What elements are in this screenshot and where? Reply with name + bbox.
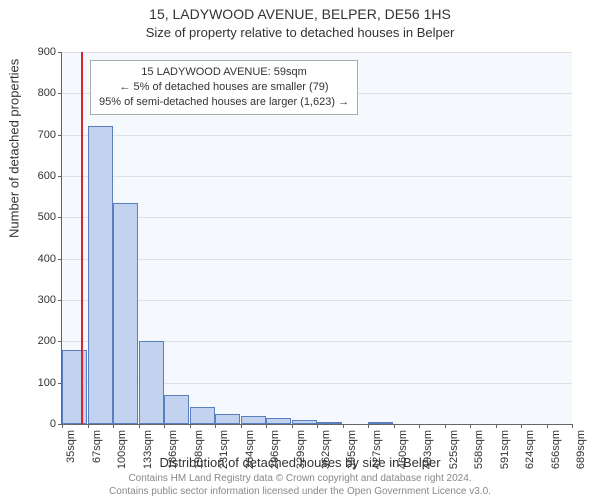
histogram-bar (241, 416, 266, 424)
x-tick-mark (547, 424, 548, 428)
gridline (62, 135, 572, 136)
y-tick-label: 200 (38, 335, 56, 347)
x-tick-mark (445, 424, 446, 428)
x-tick-mark (190, 424, 191, 428)
histogram-bar (62, 350, 87, 424)
footer-line-1: Contains HM Land Registry data © Crown c… (0, 473, 600, 486)
x-tick-mark (572, 424, 573, 428)
y-tick-label: 900 (38, 46, 56, 58)
x-tick-mark (215, 424, 216, 428)
y-tick-label: 500 (38, 211, 56, 223)
x-tick-mark (139, 424, 140, 428)
y-tick-label: 700 (38, 129, 56, 141)
y-tick-label: 300 (38, 294, 56, 306)
x-axis-label: Distribution of detached houses by size … (0, 455, 600, 470)
gridline (62, 259, 572, 260)
x-tick-mark (62, 424, 63, 428)
x-tick-mark (241, 424, 242, 428)
x-tick-mark (317, 424, 318, 428)
histogram-bar (113, 203, 138, 424)
x-tick-mark (394, 424, 395, 428)
y-tick-label: 800 (38, 87, 56, 99)
chart-subtitle: Size of property relative to detached ho… (0, 25, 600, 40)
x-tick-mark (292, 424, 293, 428)
y-tick-mark (58, 52, 62, 53)
x-tick-mark (419, 424, 420, 428)
y-tick-label: 600 (38, 170, 56, 182)
y-tick-mark (58, 300, 62, 301)
gridline (62, 52, 572, 53)
x-tick-mark (113, 424, 114, 428)
y-tick-mark (58, 176, 62, 177)
annotation-box: 15 LADYWOOD AVENUE: 59sqm← 5% of detache… (90, 60, 358, 115)
y-tick-label: 400 (38, 253, 56, 265)
x-tick-mark (368, 424, 369, 428)
histogram-bar (190, 407, 215, 424)
annotation-line: ← 5% of detached houses are smaller (79) (99, 80, 349, 95)
y-tick-mark (58, 341, 62, 342)
x-tick-mark (343, 424, 344, 428)
histogram-bar (215, 414, 240, 424)
histogram-bar (88, 126, 113, 424)
y-tick-mark (58, 383, 62, 384)
gridline (62, 217, 572, 218)
plot-area-wrap: 15 LADYWOOD AVENUE: 59sqm← 5% of detache… (62, 52, 572, 424)
y-axis-line (61, 52, 62, 424)
histogram-bar (139, 341, 164, 424)
y-tick-mark (58, 217, 62, 218)
histogram-bar (164, 395, 189, 424)
y-tick-mark (58, 135, 62, 136)
x-tick-mark (496, 424, 497, 428)
footer-line-2: Contains public sector information licen… (0, 486, 600, 499)
annotation-line: 95% of semi-detached houses are larger (… (99, 95, 349, 110)
x-tick-mark (266, 424, 267, 428)
gridline (62, 300, 572, 301)
x-tick-mark (470, 424, 471, 428)
y-tick-mark (58, 93, 62, 94)
gridline (62, 176, 572, 177)
x-tick-mark (88, 424, 89, 428)
x-tick-mark (521, 424, 522, 428)
annotation-line: 15 LADYWOOD AVENUE: 59sqm (99, 65, 349, 80)
property-size-histogram: 15, LADYWOOD AVENUE, BELPER, DE56 1HS Si… (0, 0, 600, 500)
reference-line (81, 52, 83, 424)
y-axis-label: Number of detached properties (7, 59, 22, 238)
chart-title: 15, LADYWOOD AVENUE, BELPER, DE56 1HS (0, 0, 600, 24)
y-tick-mark (58, 259, 62, 260)
y-tick-label: 100 (38, 377, 56, 389)
x-tick-mark (164, 424, 165, 428)
chart-footer: Contains HM Land Registry data © Crown c… (0, 473, 600, 498)
y-tick-label: 0 (50, 418, 56, 430)
